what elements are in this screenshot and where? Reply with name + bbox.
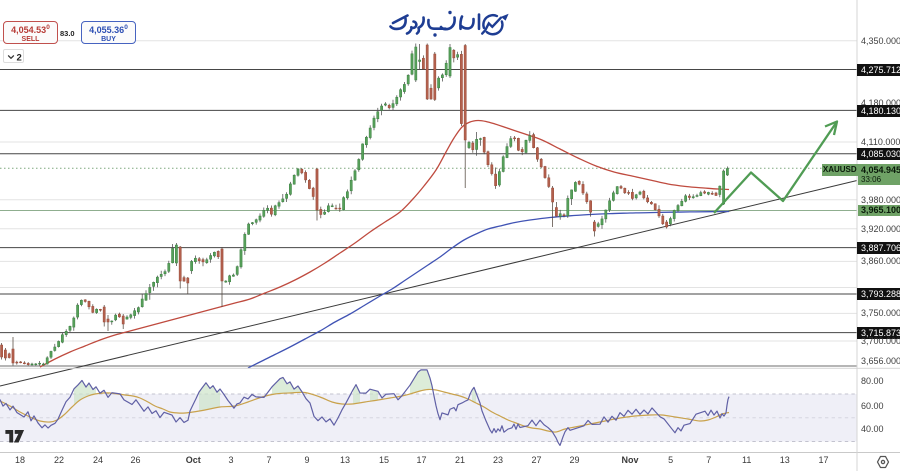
svg-text:2: 2 <box>17 53 22 64</box>
